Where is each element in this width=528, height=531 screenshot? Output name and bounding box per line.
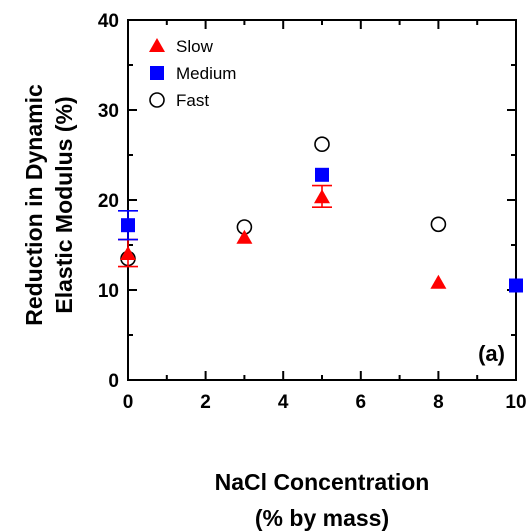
y-tick-label: 40 — [98, 11, 119, 32]
legend-label-slow: Slow — [176, 37, 214, 56]
y-axis-title-line: Reduction in Dynamic — [21, 84, 47, 326]
data-point-fast — [430, 216, 447, 233]
x-axis-title-line: (% by mass) — [255, 505, 389, 531]
axis-ticks — [127, 19, 517, 381]
y-tick-labels: 0 10 20 30 40 — [98, 11, 119, 392]
panel-label: (a) — [478, 341, 505, 366]
x-tick-label: 8 — [433, 392, 444, 413]
y-axis-title-line: Elastic Modulus (%) — [51, 96, 77, 313]
data-point-fast — [314, 136, 330, 152]
y-tick-label: 30 — [98, 101, 119, 122]
data-point-slow — [314, 189, 330, 204]
x-tick-label: 2 — [200, 392, 211, 413]
legend-label-fast: Fast — [176, 91, 209, 110]
x-axis-title-line: NaCl Concentration — [215, 469, 430, 495]
data-point-medium — [509, 278, 523, 293]
legend-marker-slow — [149, 38, 165, 52]
legend-marker-fast — [149, 92, 165, 108]
x-axis-title: NaCl Concentration (% by mass) — [215, 469, 430, 531]
x-tick-label: 10 — [505, 392, 526, 413]
data-point-medium — [121, 218, 135, 233]
data-point-slow — [120, 246, 136, 260]
x-tick-label: 0 — [123, 392, 134, 413]
y-axis-title: Reduction in Dynamic Elastic Modulus (%) — [21, 84, 77, 326]
y-tick-label: 0 — [108, 371, 119, 392]
data-point-medium — [315, 167, 329, 182]
y-tick-label: 20 — [98, 191, 119, 212]
legend-label-medium: Medium — [176, 64, 236, 83]
x-tick-label: 4 — [278, 392, 289, 413]
y-tick-label: 10 — [98, 281, 119, 302]
data-points — [118, 136, 523, 293]
legend: Slow Medium Fast — [149, 37, 236, 110]
data-point-slow — [236, 229, 253, 244]
x-tick-labels: 0 2 4 6 8 10 — [123, 392, 527, 413]
legend-marker-medium — [150, 66, 164, 80]
x-tick-label: 6 — [356, 392, 367, 413]
data-point-slow — [430, 274, 447, 289]
